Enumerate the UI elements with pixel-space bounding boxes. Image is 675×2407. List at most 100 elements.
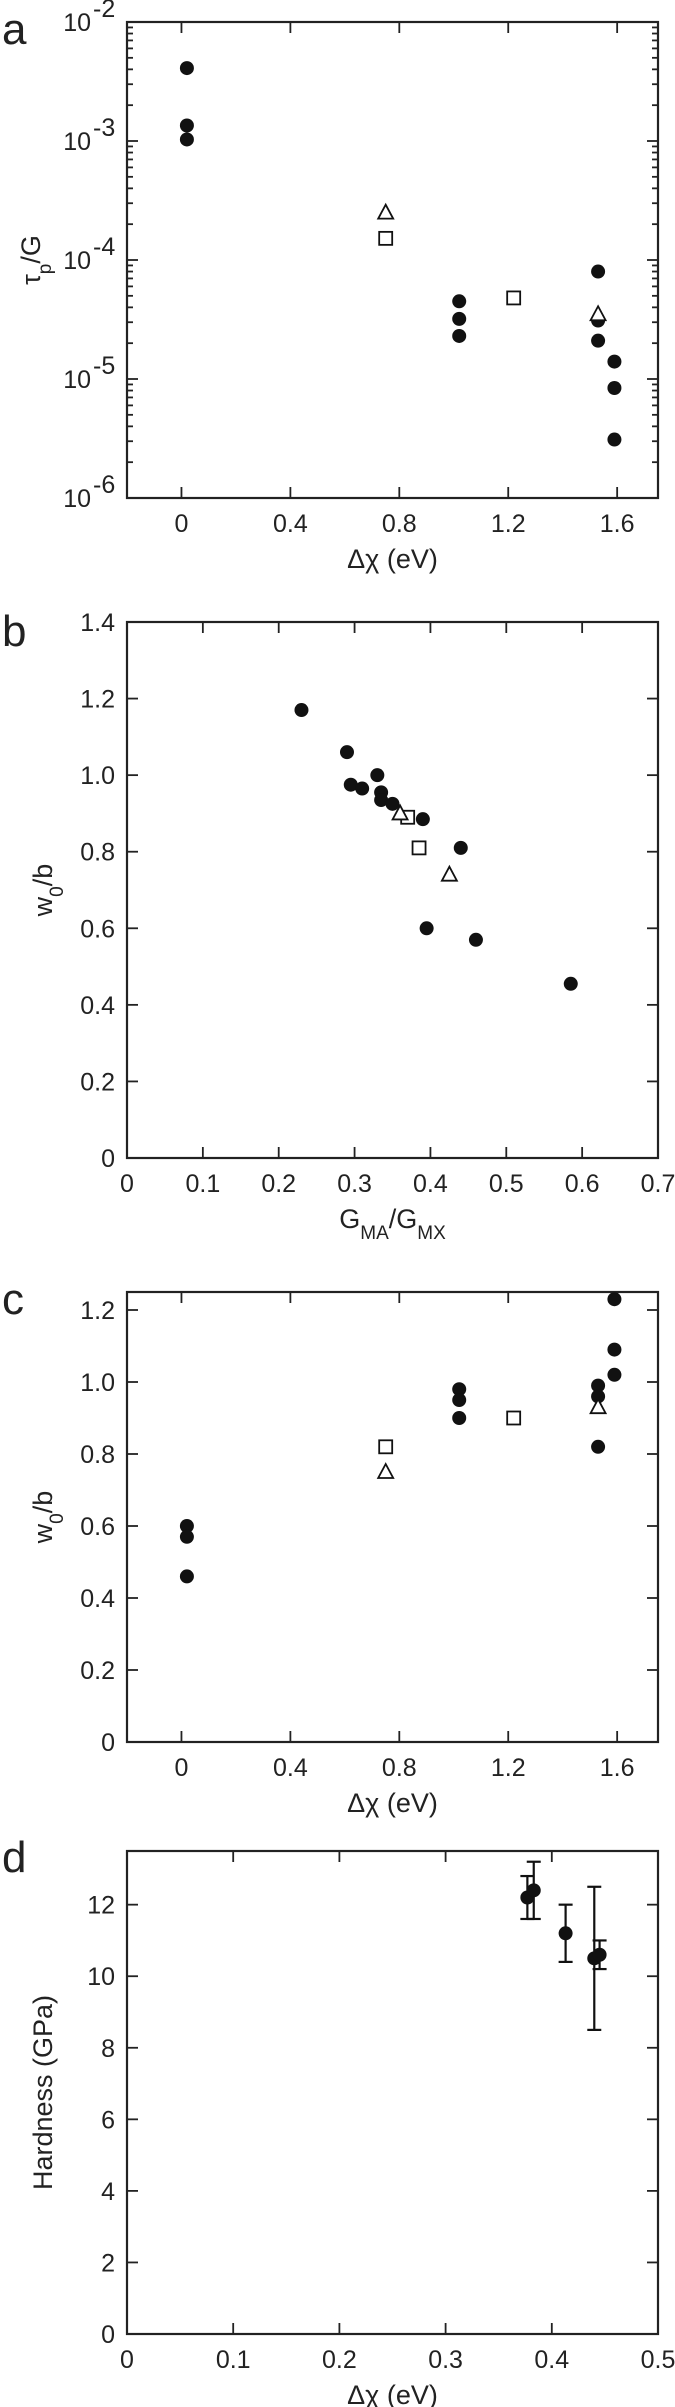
data-point-triangle	[376, 1462, 395, 1479]
data-point-circle	[607, 1292, 622, 1307]
y-tick-label: 0	[101, 1729, 115, 1757]
panel-c: c 0 0.4 0.8 1.2 1.6 0 0.2 0.4 0.6 0.8 1.0 1.2 Δχ (eV)…	[2, 1275, 660, 1818]
data-point-circle	[179, 61, 194, 76]
data-point-circle	[591, 1439, 606, 1454]
plot-frame	[125, 1290, 660, 1744]
x-tick-label: 0	[120, 1170, 134, 1198]
x-tick-label: 0.3	[337, 1170, 372, 1198]
x-tick-label: 0.6	[565, 1170, 600, 1198]
data-point-circle	[607, 381, 622, 396]
y-tick-label: 0.6	[80, 1513, 115, 1541]
y-tick-label: 0	[101, 1145, 115, 1173]
x-tick-label: 0.4	[273, 1754, 308, 1782]
data-point-circle	[591, 264, 606, 279]
plot-frame	[125, 1849, 660, 2336]
y-tick-label: 10	[63, 366, 91, 394]
data-point-circle	[591, 333, 606, 348]
y-tick-label: 0.2	[80, 1068, 115, 1096]
data-point-circle	[179, 1529, 194, 1544]
data-point-circle	[179, 1569, 194, 1584]
y-tick-label: 10	[63, 128, 91, 156]
x-tick-label: 1.2	[491, 510, 526, 538]
data-point-circle	[452, 311, 467, 326]
data-point-circle	[468, 932, 483, 947]
x-tick-label: 0.4	[273, 510, 308, 538]
y-tick-label: 6	[101, 2106, 115, 2134]
x-tick-label: 0.8	[382, 1754, 417, 1782]
data-point-circle	[452, 1393, 467, 1407]
y-tick-label: 8	[101, 2035, 115, 2063]
y-tick-label: 1.2	[80, 1297, 115, 1325]
panel-a: a0 0.4 0.8 1.2 1.610-610-510-410-310 -2Δχ (eV…	[2, 0, 660, 574]
y-tick-label-exponent: -3	[93, 114, 115, 142]
x-tick-label: 0	[120, 2346, 134, 2374]
x-axis-title: GMA/GMX	[339, 1204, 446, 1244]
data-point-square	[378, 1439, 394, 1455]
data-point-square	[378, 230, 394, 246]
data-point-circle	[607, 1342, 622, 1357]
y-tick-label: 0.8	[80, 839, 115, 867]
x-tick-label: 0.5	[641, 2346, 675, 2374]
data-point-circle	[355, 781, 370, 796]
y-axis-title: τp/G	[16, 235, 56, 285]
y-tick-label: 1.2	[80, 686, 115, 714]
x-tick-label: 0.2	[322, 2346, 357, 2374]
data-point-circle	[374, 793, 389, 808]
data-point-triangle	[376, 202, 395, 220]
y-tick-label: 0	[101, 2321, 115, 2349]
y-axis-title: w0/b	[28, 864, 68, 918]
x-tick-label: 0.8	[382, 510, 417, 538]
y-tick-label: 0.4	[80, 992, 115, 1020]
x-tick-label: 0.1	[185, 1170, 220, 1198]
data-point-circle	[179, 118, 194, 133]
y-tick-label: 1.0	[80, 762, 115, 790]
x-tick-label: 0.5	[489, 1170, 524, 1198]
data-point-circle	[415, 812, 430, 827]
panel-label: b	[2, 607, 26, 656]
x-axis-title: Δχ (eV)	[347, 544, 438, 574]
data-point-circle	[452, 328, 467, 343]
y-tick-label: 12	[87, 1892, 115, 1920]
y-tick-label: 10	[63, 247, 91, 275]
x-tick-label: 0.3	[428, 2346, 463, 2374]
panel-d: d 0 0.1 0.2 0.3 0.4 0.5 0 2 4 6 8 10 12 Δχ (eV) Hardnes…	[2, 1833, 675, 2407]
x-axis-title: Δχ (eV)	[347, 1788, 438, 1818]
y-axis-title: Hardness (GPa)	[28, 1995, 58, 2190]
x-tick-label: 0.4	[413, 1170, 448, 1198]
data-point-circle	[419, 921, 434, 936]
panel-b: b 0 0.1 0.2 0.3 0.4 0.5 0.6 0.7 0 0.2 0.4 0.6 0.8 1.0 1…	[2, 607, 675, 1244]
y-tick-label-exponent: -2	[93, 0, 115, 23]
data-point-circle	[452, 1382, 467, 1397]
data-point-circle	[592, 1947, 607, 1962]
y-tick-label: 10	[63, 9, 91, 37]
y-tick-label: 1.0	[80, 1369, 115, 1397]
data-point-circle	[607, 432, 622, 447]
data-point-circle	[452, 1411, 467, 1425]
data-point-circle	[607, 354, 622, 369]
y-tick-label-exponent: -4	[93, 233, 115, 261]
x-tick-label: 0	[175, 1754, 189, 1782]
data-point-circle	[370, 768, 385, 783]
data-point-circle	[607, 1367, 622, 1382]
data-point-circle	[339, 745, 354, 760]
x-tick-label: 0	[175, 510, 189, 538]
x-tick-label: 0.1	[216, 2346, 251, 2374]
y-tick-label: 0.2	[80, 1657, 115, 1685]
data-point-circle	[343, 777, 358, 792]
data-point-circle	[563, 976, 578, 991]
data-point-circle	[526, 1883, 541, 1898]
panel-label: a	[2, 5, 27, 54]
y-tick-label-exponent: -6	[93, 471, 115, 499]
data-point-square	[506, 290, 522, 306]
y-tick-label: 0.4	[80, 1585, 115, 1613]
panel-label: d	[2, 1833, 26, 1882]
x-tick-label: 1.6	[600, 1754, 635, 1782]
data-point-circle	[591, 1378, 606, 1393]
panel-label: c	[2, 1275, 24, 1324]
x-tick-label: 1.2	[491, 1754, 526, 1782]
data-point-triangle	[440, 864, 459, 882]
data-point-circle	[591, 1389, 606, 1404]
data-point-circle	[179, 132, 194, 147]
y-tick-label: 10	[63, 485, 91, 513]
plot-frame	[125, 620, 660, 1160]
